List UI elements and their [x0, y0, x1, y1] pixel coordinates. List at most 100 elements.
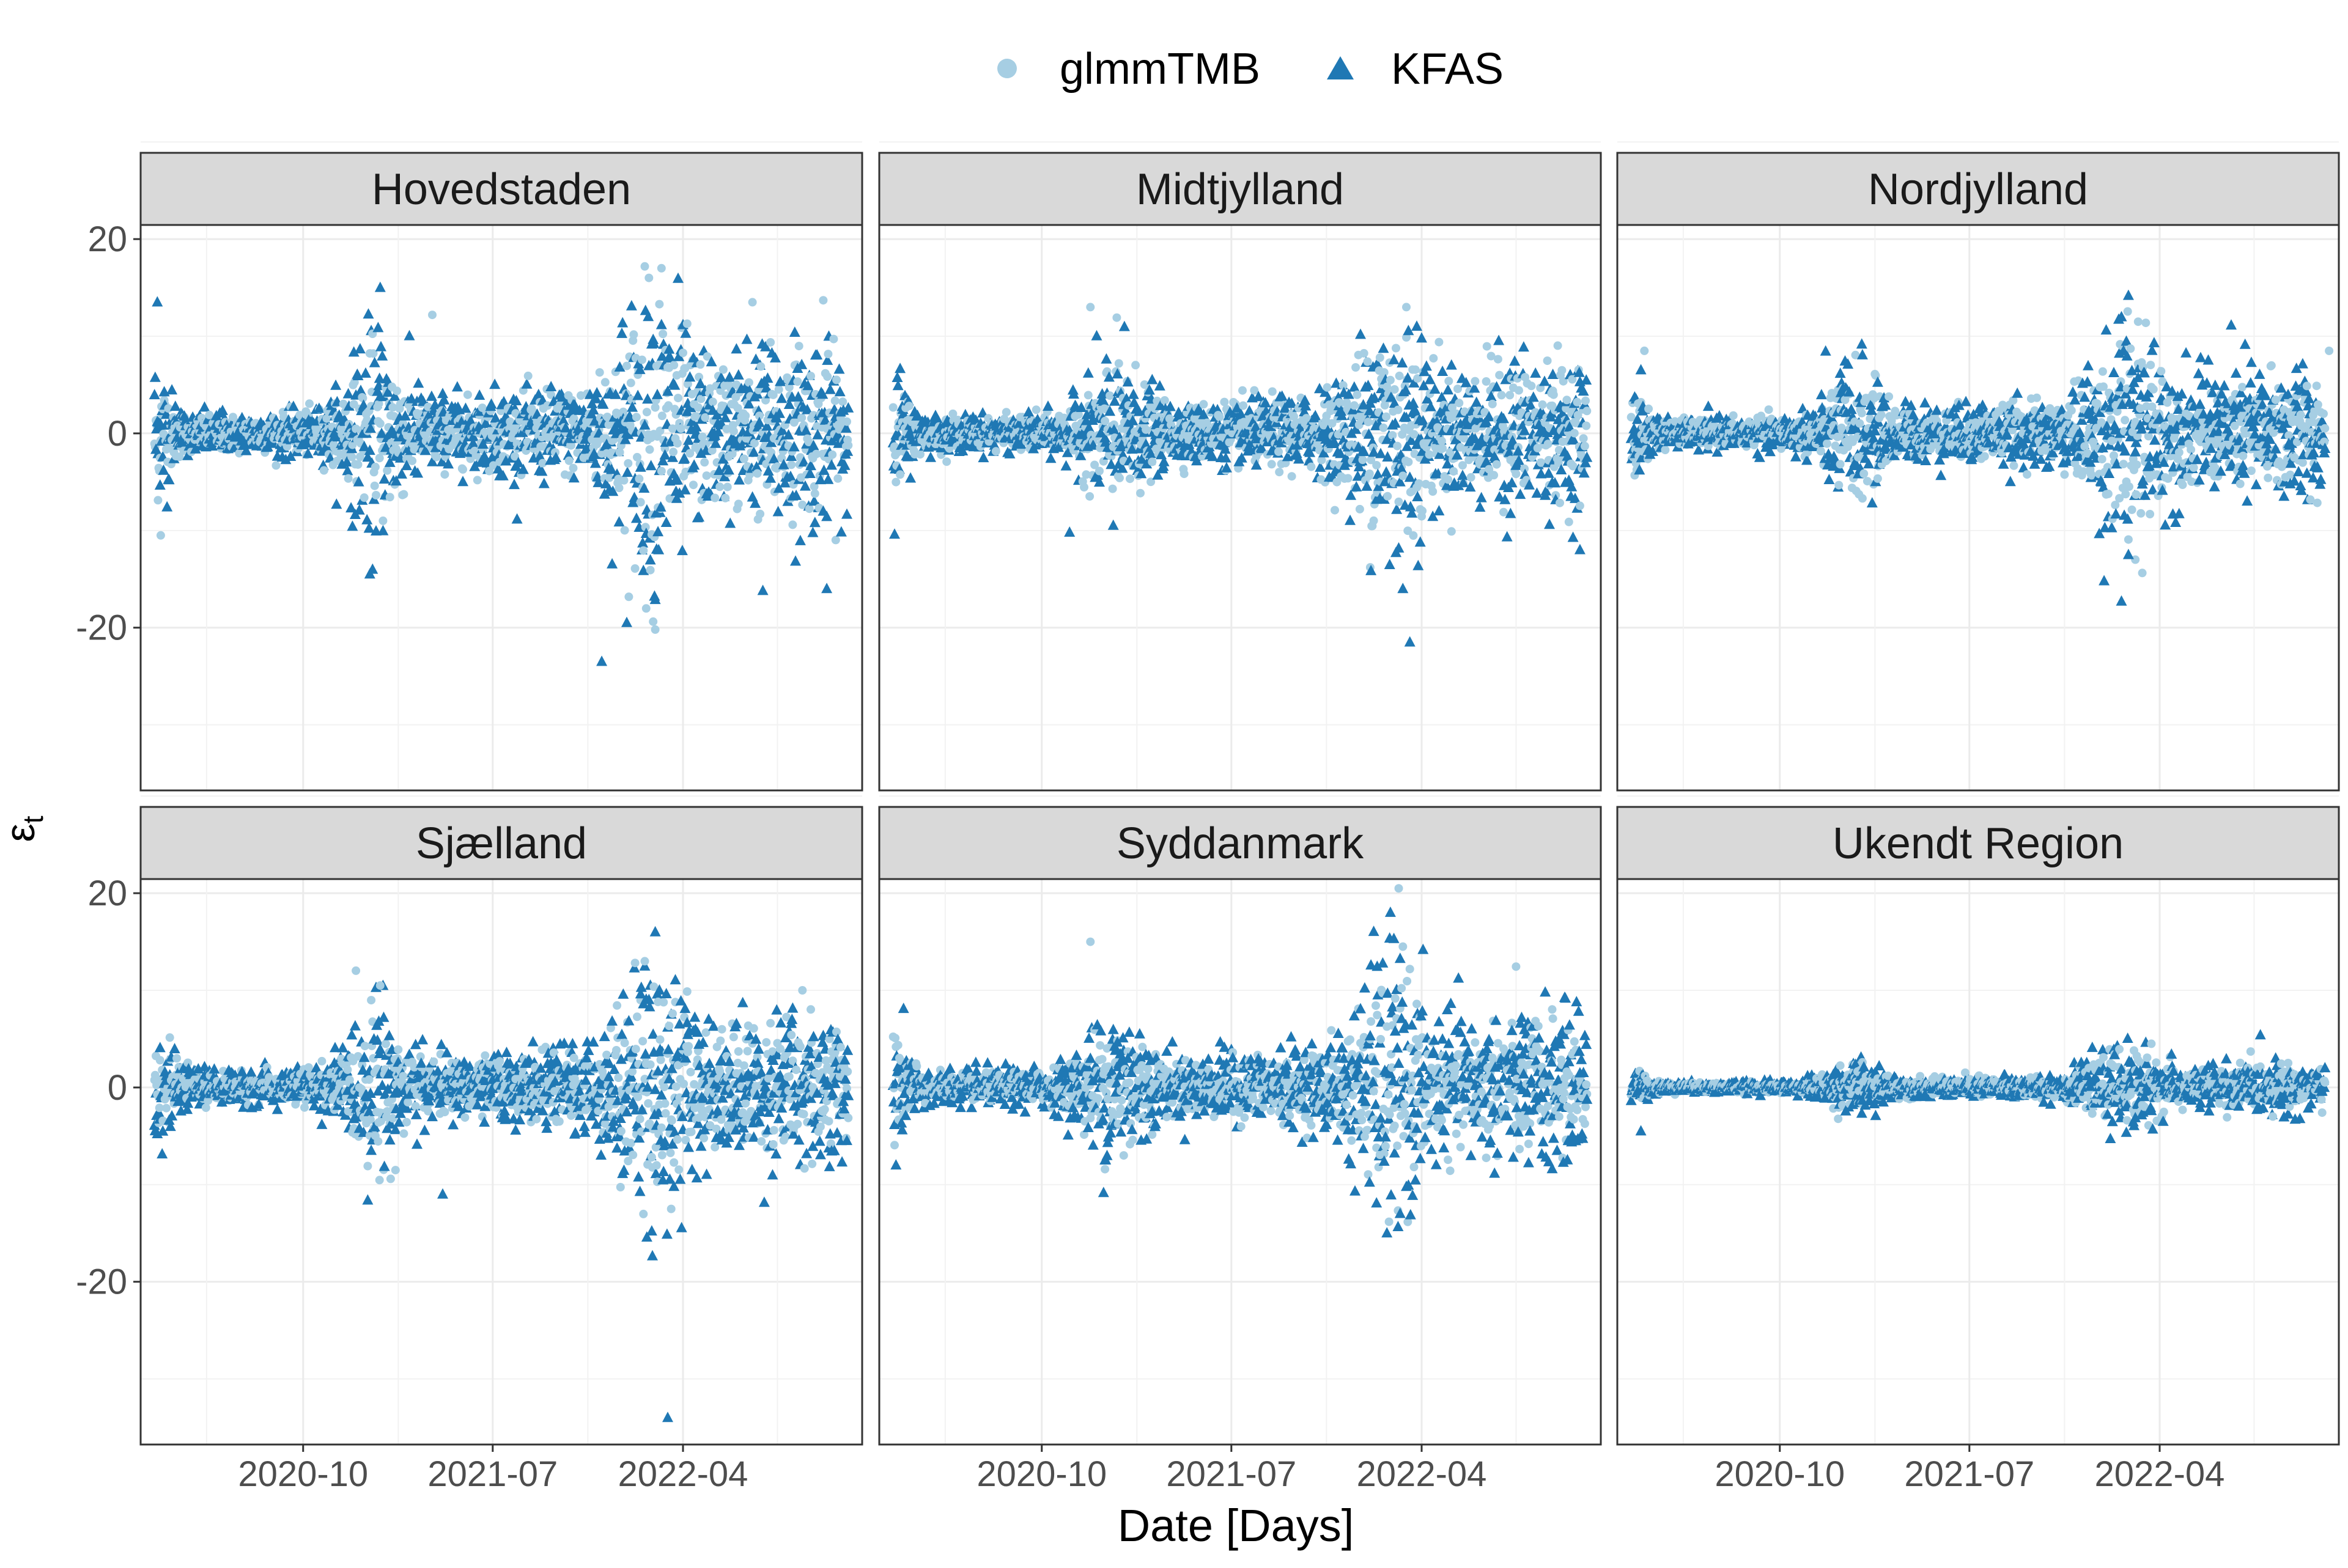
- point-glmmtmb: [729, 427, 738, 435]
- y-axis: 200-20: [76, 219, 141, 648]
- point-glmmtmb: [1372, 461, 1381, 469]
- point-glmmtmb: [1434, 338, 1443, 347]
- point-glmmtmb: [627, 378, 635, 387]
- point-glmmtmb: [1438, 436, 1446, 445]
- point-glmmtmb: [1084, 391, 1093, 399]
- point-glmmtmb: [347, 453, 356, 462]
- point-glmmtmb: [1080, 483, 1088, 491]
- point-glmmtmb: [408, 457, 416, 465]
- point-glmmtmb: [641, 262, 649, 271]
- point-glmmtmb: [811, 489, 819, 498]
- point-glmmtmb: [655, 300, 663, 309]
- point-glmmtmb: [1661, 446, 1669, 454]
- point-glmmtmb: [1238, 386, 1247, 395]
- point-glmmtmb: [1497, 391, 1506, 399]
- point-glmmtmb: [344, 474, 353, 483]
- point-glmmtmb: [1307, 463, 1315, 471]
- point-glmmtmb: [383, 466, 391, 475]
- point-glmmtmb: [657, 264, 666, 273]
- point-glmmtmb: [1858, 409, 1866, 418]
- point-glmmtmb: [658, 411, 666, 420]
- point-glmmtmb: [683, 320, 692, 328]
- point-glmmtmb: [1512, 469, 1520, 478]
- point-glmmtmb: [753, 469, 762, 478]
- point-glmmtmb: [1109, 485, 1117, 493]
- point-glmmtmb: [824, 350, 832, 358]
- point-glmmtmb: [832, 536, 840, 544]
- point-glmmtmb: [1404, 458, 1412, 466]
- point-glmmtmb: [360, 493, 369, 502]
- point-glmmtmb: [1398, 471, 1407, 480]
- point-glmmtmb: [1836, 460, 1845, 468]
- point-glmmtmb: [1376, 353, 1384, 362]
- point-glmmtmb: [632, 413, 641, 421]
- point-glmmtmb: [272, 461, 281, 469]
- point-glmmtmb: [651, 403, 660, 412]
- point-glmmtmb: [695, 373, 703, 381]
- point-glmmtmb: [378, 517, 387, 525]
- point-glmmtmb: [565, 457, 574, 465]
- point-glmmtmb: [1364, 418, 1373, 426]
- point-glmmtmb: [1859, 469, 1868, 478]
- point-glmmtmb: [669, 447, 677, 456]
- point-glmmtmb: [700, 458, 709, 466]
- point-glmmtmb: [371, 482, 379, 490]
- point-glmmtmb: [1858, 494, 1867, 502]
- point-glmmtmb: [797, 413, 806, 422]
- point-glmmtmb: [823, 372, 832, 381]
- point-glmmtmb: [375, 454, 384, 462]
- point-glmmtmb: [1350, 401, 1359, 410]
- point-glmmtmb: [1344, 474, 1353, 482]
- point-glmmtmb: [679, 348, 687, 357]
- legend-label-kfas: KFAS: [1391, 45, 1504, 94]
- point-glmmtmb: [624, 592, 633, 601]
- point-glmmtmb: [670, 361, 678, 369]
- point-glmmtmb: [1032, 405, 1041, 414]
- point-glmmtmb: [620, 476, 629, 485]
- point-glmmtmb: [473, 476, 482, 484]
- point-glmmtmb: [788, 520, 797, 529]
- point-glmmtmb: [1570, 429, 1579, 438]
- point-glmmtmb: [657, 467, 666, 476]
- point-glmmtmb: [569, 464, 578, 473]
- point-glmmtmb: [1392, 344, 1400, 353]
- facet-label-midtjylland: Midtjylland: [1136, 165, 1344, 214]
- point-glmmtmb: [601, 378, 610, 386]
- point-glmmtmb: [787, 460, 796, 469]
- point-glmmtmb: [1356, 505, 1364, 513]
- point-glmmtmb: [1515, 386, 1523, 395]
- point-glmmtmb: [833, 474, 842, 483]
- point-glmmtmb: [1554, 341, 1562, 350]
- legend: glmmTMB KFAS: [997, 45, 1504, 94]
- point-glmmtmb: [766, 338, 775, 347]
- point-glmmtmb: [1729, 411, 1738, 420]
- point-glmmtmb: [1379, 424, 1388, 432]
- point-glmmtmb: [1505, 391, 1514, 399]
- point-glmmtmb: [1274, 447, 1283, 456]
- point-glmmtmb: [1390, 385, 1399, 394]
- point-glmmtmb: [393, 386, 401, 395]
- point-glmmtmb: [1444, 475, 1452, 484]
- point-glmmtmb: [463, 391, 472, 399]
- point-glmmtmb: [1115, 359, 1123, 368]
- point-glmmtmb: [157, 531, 165, 540]
- point-glmmtmb: [637, 498, 645, 507]
- point-glmmtmb: [1495, 371, 1504, 380]
- point-glmmtmb: [1565, 518, 1573, 526]
- point-glmmtmb: [428, 311, 437, 319]
- point-glmmtmb: [646, 445, 654, 454]
- point-glmmtmb: [1576, 501, 1584, 510]
- panel-nordjylland: Nordjylland: [1617, 142, 2339, 790]
- point-glmmtmb: [320, 466, 328, 475]
- point-glmmtmb: [844, 441, 852, 450]
- point-glmmtmb: [1386, 376, 1395, 385]
- point-glmmtmb: [1823, 440, 1831, 448]
- point-glmmtmb: [631, 564, 640, 573]
- point-glmmtmb: [715, 482, 724, 491]
- point-glmmtmb: [1180, 469, 1189, 478]
- point-glmmtmb: [1086, 303, 1095, 311]
- point-glmmtmb: [689, 480, 698, 489]
- point-glmmtmb: [1493, 460, 1501, 469]
- point-glmmtmb: [756, 510, 764, 518]
